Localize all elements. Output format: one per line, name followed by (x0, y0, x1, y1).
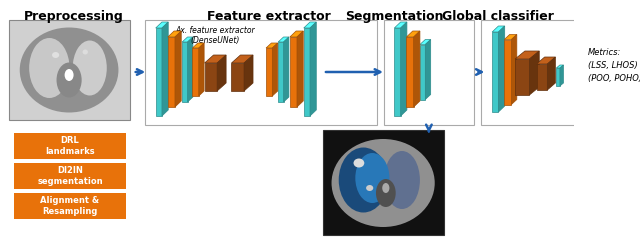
Polygon shape (394, 28, 401, 116)
Polygon shape (426, 40, 431, 100)
Text: Ax. feature extractor
(DenseUNet): Ax. feature extractor (DenseUNet) (175, 26, 255, 45)
Ellipse shape (382, 183, 389, 193)
Polygon shape (492, 26, 505, 32)
Polygon shape (232, 63, 244, 91)
FancyBboxPatch shape (14, 163, 125, 189)
Polygon shape (266, 43, 278, 48)
Polygon shape (536, 57, 556, 64)
Polygon shape (515, 51, 540, 59)
Polygon shape (420, 40, 431, 45)
FancyBboxPatch shape (580, 39, 640, 97)
Ellipse shape (20, 27, 118, 113)
Ellipse shape (73, 40, 107, 95)
Polygon shape (492, 32, 499, 112)
Polygon shape (304, 22, 316, 28)
Polygon shape (290, 31, 303, 37)
Ellipse shape (83, 49, 88, 54)
Polygon shape (556, 65, 563, 68)
Polygon shape (310, 22, 316, 116)
Polygon shape (547, 57, 556, 90)
Polygon shape (193, 48, 199, 96)
Polygon shape (284, 37, 289, 102)
Polygon shape (406, 37, 413, 107)
FancyBboxPatch shape (481, 20, 580, 125)
Ellipse shape (355, 153, 389, 203)
Polygon shape (175, 31, 181, 107)
Polygon shape (536, 64, 547, 90)
Polygon shape (273, 43, 278, 96)
FancyBboxPatch shape (9, 20, 130, 120)
Polygon shape (168, 31, 181, 37)
Text: DRL
landmarks: DRL landmarks (45, 136, 95, 156)
Text: Metrics:
(LSS, LHOS)
(POO, POHO): Metrics: (LSS, LHOS) (POO, POHO) (588, 48, 640, 83)
Polygon shape (515, 59, 529, 95)
FancyBboxPatch shape (14, 133, 125, 159)
Polygon shape (504, 40, 511, 105)
FancyBboxPatch shape (145, 20, 377, 125)
Polygon shape (156, 28, 162, 116)
Polygon shape (188, 37, 193, 102)
Text: Alignment &
Resampling: Alignment & Resampling (40, 196, 100, 216)
Polygon shape (420, 45, 426, 100)
Polygon shape (278, 37, 289, 42)
Ellipse shape (332, 139, 435, 227)
Ellipse shape (353, 159, 364, 167)
Ellipse shape (52, 52, 60, 58)
Text: Segmentation: Segmentation (346, 10, 444, 23)
Polygon shape (217, 55, 226, 91)
Polygon shape (406, 31, 420, 37)
Polygon shape (304, 28, 310, 116)
Polygon shape (162, 22, 168, 116)
Polygon shape (413, 31, 420, 107)
Text: Preprocessing: Preprocessing (24, 10, 124, 23)
Ellipse shape (56, 62, 82, 98)
Polygon shape (504, 34, 517, 40)
Text: DI2IN
segmentation: DI2IN segmentation (37, 166, 103, 186)
Text: Global classifier: Global classifier (442, 10, 554, 23)
Polygon shape (297, 31, 303, 107)
Ellipse shape (65, 69, 74, 81)
Polygon shape (205, 55, 226, 63)
Polygon shape (278, 42, 284, 102)
Ellipse shape (29, 38, 70, 98)
Polygon shape (232, 55, 253, 63)
Polygon shape (205, 63, 217, 91)
Polygon shape (168, 37, 175, 107)
FancyBboxPatch shape (14, 193, 125, 219)
Polygon shape (156, 22, 168, 28)
Ellipse shape (339, 147, 388, 213)
Text: Feature extractor: Feature extractor (207, 10, 331, 23)
Polygon shape (529, 51, 540, 95)
Polygon shape (290, 37, 297, 107)
Polygon shape (499, 26, 505, 112)
Polygon shape (556, 68, 560, 86)
Ellipse shape (384, 151, 420, 209)
Polygon shape (182, 37, 193, 42)
Polygon shape (266, 48, 273, 96)
Polygon shape (244, 55, 253, 91)
FancyBboxPatch shape (384, 20, 474, 125)
Polygon shape (199, 43, 204, 96)
Polygon shape (193, 43, 204, 48)
Polygon shape (560, 65, 563, 86)
Polygon shape (511, 34, 517, 105)
Ellipse shape (366, 185, 373, 191)
FancyBboxPatch shape (323, 130, 444, 235)
Polygon shape (401, 22, 407, 116)
Polygon shape (394, 22, 407, 28)
Polygon shape (182, 42, 188, 102)
Ellipse shape (376, 179, 396, 207)
